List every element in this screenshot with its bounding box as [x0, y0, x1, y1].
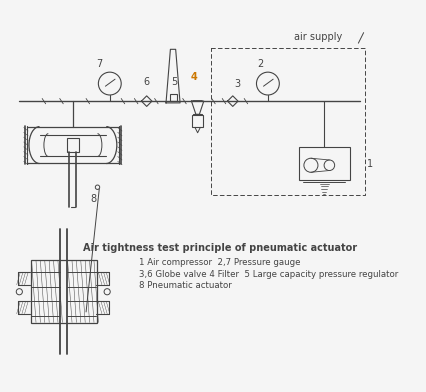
Text: 7: 7	[97, 59, 103, 69]
Text: Air tightness test principle of pneumatic actuator: Air tightness test principle of pneumati…	[83, 243, 357, 253]
Text: 6: 6	[143, 77, 149, 87]
Bar	[67, 138, 79, 152]
Bar	[193, 115, 203, 127]
Text: 3: 3	[235, 79, 241, 89]
Text: 4: 4	[190, 72, 197, 82]
Text: air supply: air supply	[294, 32, 343, 42]
Text: 8: 8	[90, 194, 97, 204]
Bar	[170, 94, 176, 101]
Text: 5: 5	[171, 77, 178, 87]
Text: 3,6 Globe valve 4 Filter  5 Large capacity pressure regulator: 3,6 Globe valve 4 Filter 5 Large capacit…	[139, 270, 398, 279]
Text: 8 Pneumatic actuator: 8 Pneumatic actuator	[139, 281, 231, 290]
Bar	[299, 147, 350, 180]
Text: 2: 2	[257, 59, 264, 69]
Text: 1 Air compressor  2,7 Pressure gauge: 1 Air compressor 2,7 Pressure gauge	[139, 258, 300, 267]
Bar	[31, 260, 97, 323]
Text: 1: 1	[367, 158, 373, 169]
